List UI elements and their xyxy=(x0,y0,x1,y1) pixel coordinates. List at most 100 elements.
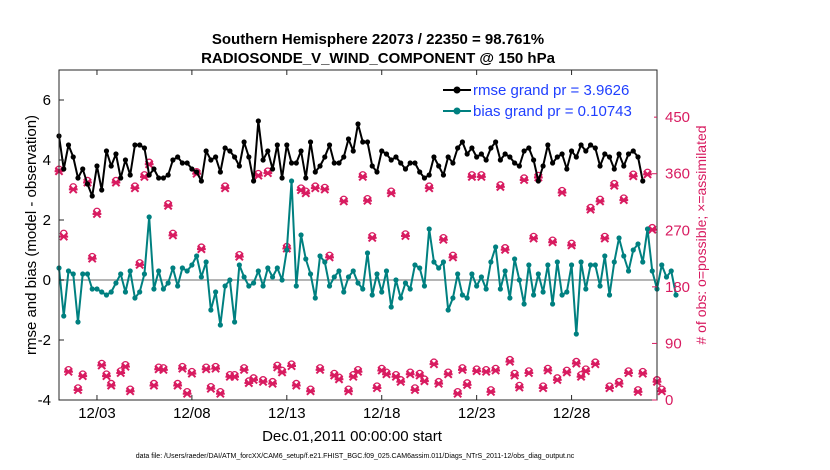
obs-assimilated-marker xyxy=(396,377,406,387)
bias-point xyxy=(350,268,356,274)
obs-assimilated-marker xyxy=(196,244,206,254)
obs-assimilated-marker xyxy=(310,183,320,193)
obs-assimilated-marker xyxy=(382,369,391,379)
bias-point xyxy=(549,301,556,307)
rmse-point xyxy=(203,148,209,154)
bias-point xyxy=(156,268,162,274)
bias-point xyxy=(250,280,257,286)
bias-point xyxy=(122,289,129,295)
bias-point xyxy=(611,259,617,265)
bias-point xyxy=(317,253,323,259)
rmse-point xyxy=(250,178,257,184)
bias-point xyxy=(70,271,76,277)
rmse-point xyxy=(127,172,133,178)
bias-point xyxy=(232,319,238,325)
rmse-point xyxy=(531,157,537,163)
bias-point xyxy=(103,292,110,298)
obs-assimilated-marker xyxy=(543,366,553,375)
rmse-point xyxy=(431,154,437,160)
bias-point xyxy=(303,256,309,262)
rmse-point xyxy=(421,175,428,181)
rmse-point xyxy=(222,145,228,151)
bias-point xyxy=(521,301,527,307)
rmse-point xyxy=(165,172,171,178)
bias-point xyxy=(516,277,522,283)
bias-point xyxy=(288,178,295,184)
obs-assimilated-marker xyxy=(130,183,140,193)
obs-assimilated-marker xyxy=(633,387,643,397)
obs-assimilated-marker xyxy=(268,379,277,388)
rmse-point xyxy=(440,172,447,178)
rmse-point xyxy=(568,148,575,154)
obs-assimilated-marker xyxy=(92,209,102,219)
y2-tick-label: 0 xyxy=(665,392,673,409)
plot-area xyxy=(54,69,679,401)
bias-point xyxy=(236,262,242,268)
rmse-point xyxy=(497,157,503,163)
bias-point xyxy=(113,280,119,286)
bias-point xyxy=(602,253,608,259)
obs-assimilated-marker xyxy=(500,245,510,255)
obs-assimilated-marker xyxy=(301,188,311,198)
rmse-point xyxy=(213,154,219,160)
rmse-point xyxy=(122,157,129,163)
bias-point xyxy=(402,280,409,286)
obs-assimilated-marker xyxy=(605,383,614,393)
x-tick-label: 12/28 xyxy=(553,405,591,422)
bias-point xyxy=(526,262,532,268)
bias-point xyxy=(255,268,261,274)
rmse-point xyxy=(545,142,551,148)
rmse-point xyxy=(573,154,579,160)
obs-assimilated-marker xyxy=(344,386,353,396)
rmse-point xyxy=(635,154,641,160)
obs-assimilated-marker xyxy=(595,197,605,206)
rmse-point xyxy=(189,166,195,172)
bias-point xyxy=(493,244,499,250)
rmse-point xyxy=(621,163,627,169)
bias-point xyxy=(336,268,342,274)
obs-assimilated-marker xyxy=(434,379,444,388)
obs-assimilated-marker xyxy=(102,371,111,381)
bias-point xyxy=(146,214,152,220)
obs-assimilated-marker xyxy=(111,178,121,187)
bias-point xyxy=(455,271,461,277)
x-tick-label: 12/23 xyxy=(458,405,496,422)
rmse-point xyxy=(303,175,309,181)
rmse-point xyxy=(592,145,598,151)
bias-point xyxy=(331,274,337,280)
obs-assimilated-marker xyxy=(619,195,629,205)
rmse-point xyxy=(426,172,432,178)
y-tick-label: 2 xyxy=(43,212,51,229)
bias-point xyxy=(364,250,371,256)
obs-assimilated-marker xyxy=(448,253,458,262)
obs-assimilated-marker xyxy=(358,172,368,182)
bias-point xyxy=(189,262,195,268)
rmse-point xyxy=(307,139,314,145)
bias-point xyxy=(141,271,148,277)
bias-point xyxy=(587,262,594,268)
obs-assimilated-marker xyxy=(514,383,524,392)
bias-point xyxy=(307,271,314,277)
obs-assimilated-marker xyxy=(557,188,567,197)
obs-assimilated-marker xyxy=(135,260,145,270)
chart-subtitle: RADIOSONDE_V_WIND_COMPONENT @ 150 hPa xyxy=(201,50,556,67)
bias-point xyxy=(369,292,375,298)
bias-point xyxy=(184,268,190,274)
rmse-point xyxy=(137,142,143,148)
rmse-point xyxy=(298,148,304,154)
rmse-point xyxy=(512,160,518,166)
rmse-point xyxy=(113,151,119,157)
rmse-point xyxy=(521,148,527,154)
bias-point xyxy=(488,259,494,265)
bias-point xyxy=(75,319,81,325)
y-tick-label: -2 xyxy=(38,332,51,349)
y-axis-label: rmse and bias (model - observation) xyxy=(23,115,40,355)
rmse-point xyxy=(383,151,390,157)
bias-point xyxy=(108,289,114,295)
obs-assimilated-marker xyxy=(524,368,534,378)
bias-point xyxy=(564,289,570,295)
obs-assimilated-marker xyxy=(476,172,486,182)
rmse-point xyxy=(279,175,285,181)
obs-assimilated-marker xyxy=(439,235,448,245)
obs-assimilated-marker xyxy=(234,252,244,261)
